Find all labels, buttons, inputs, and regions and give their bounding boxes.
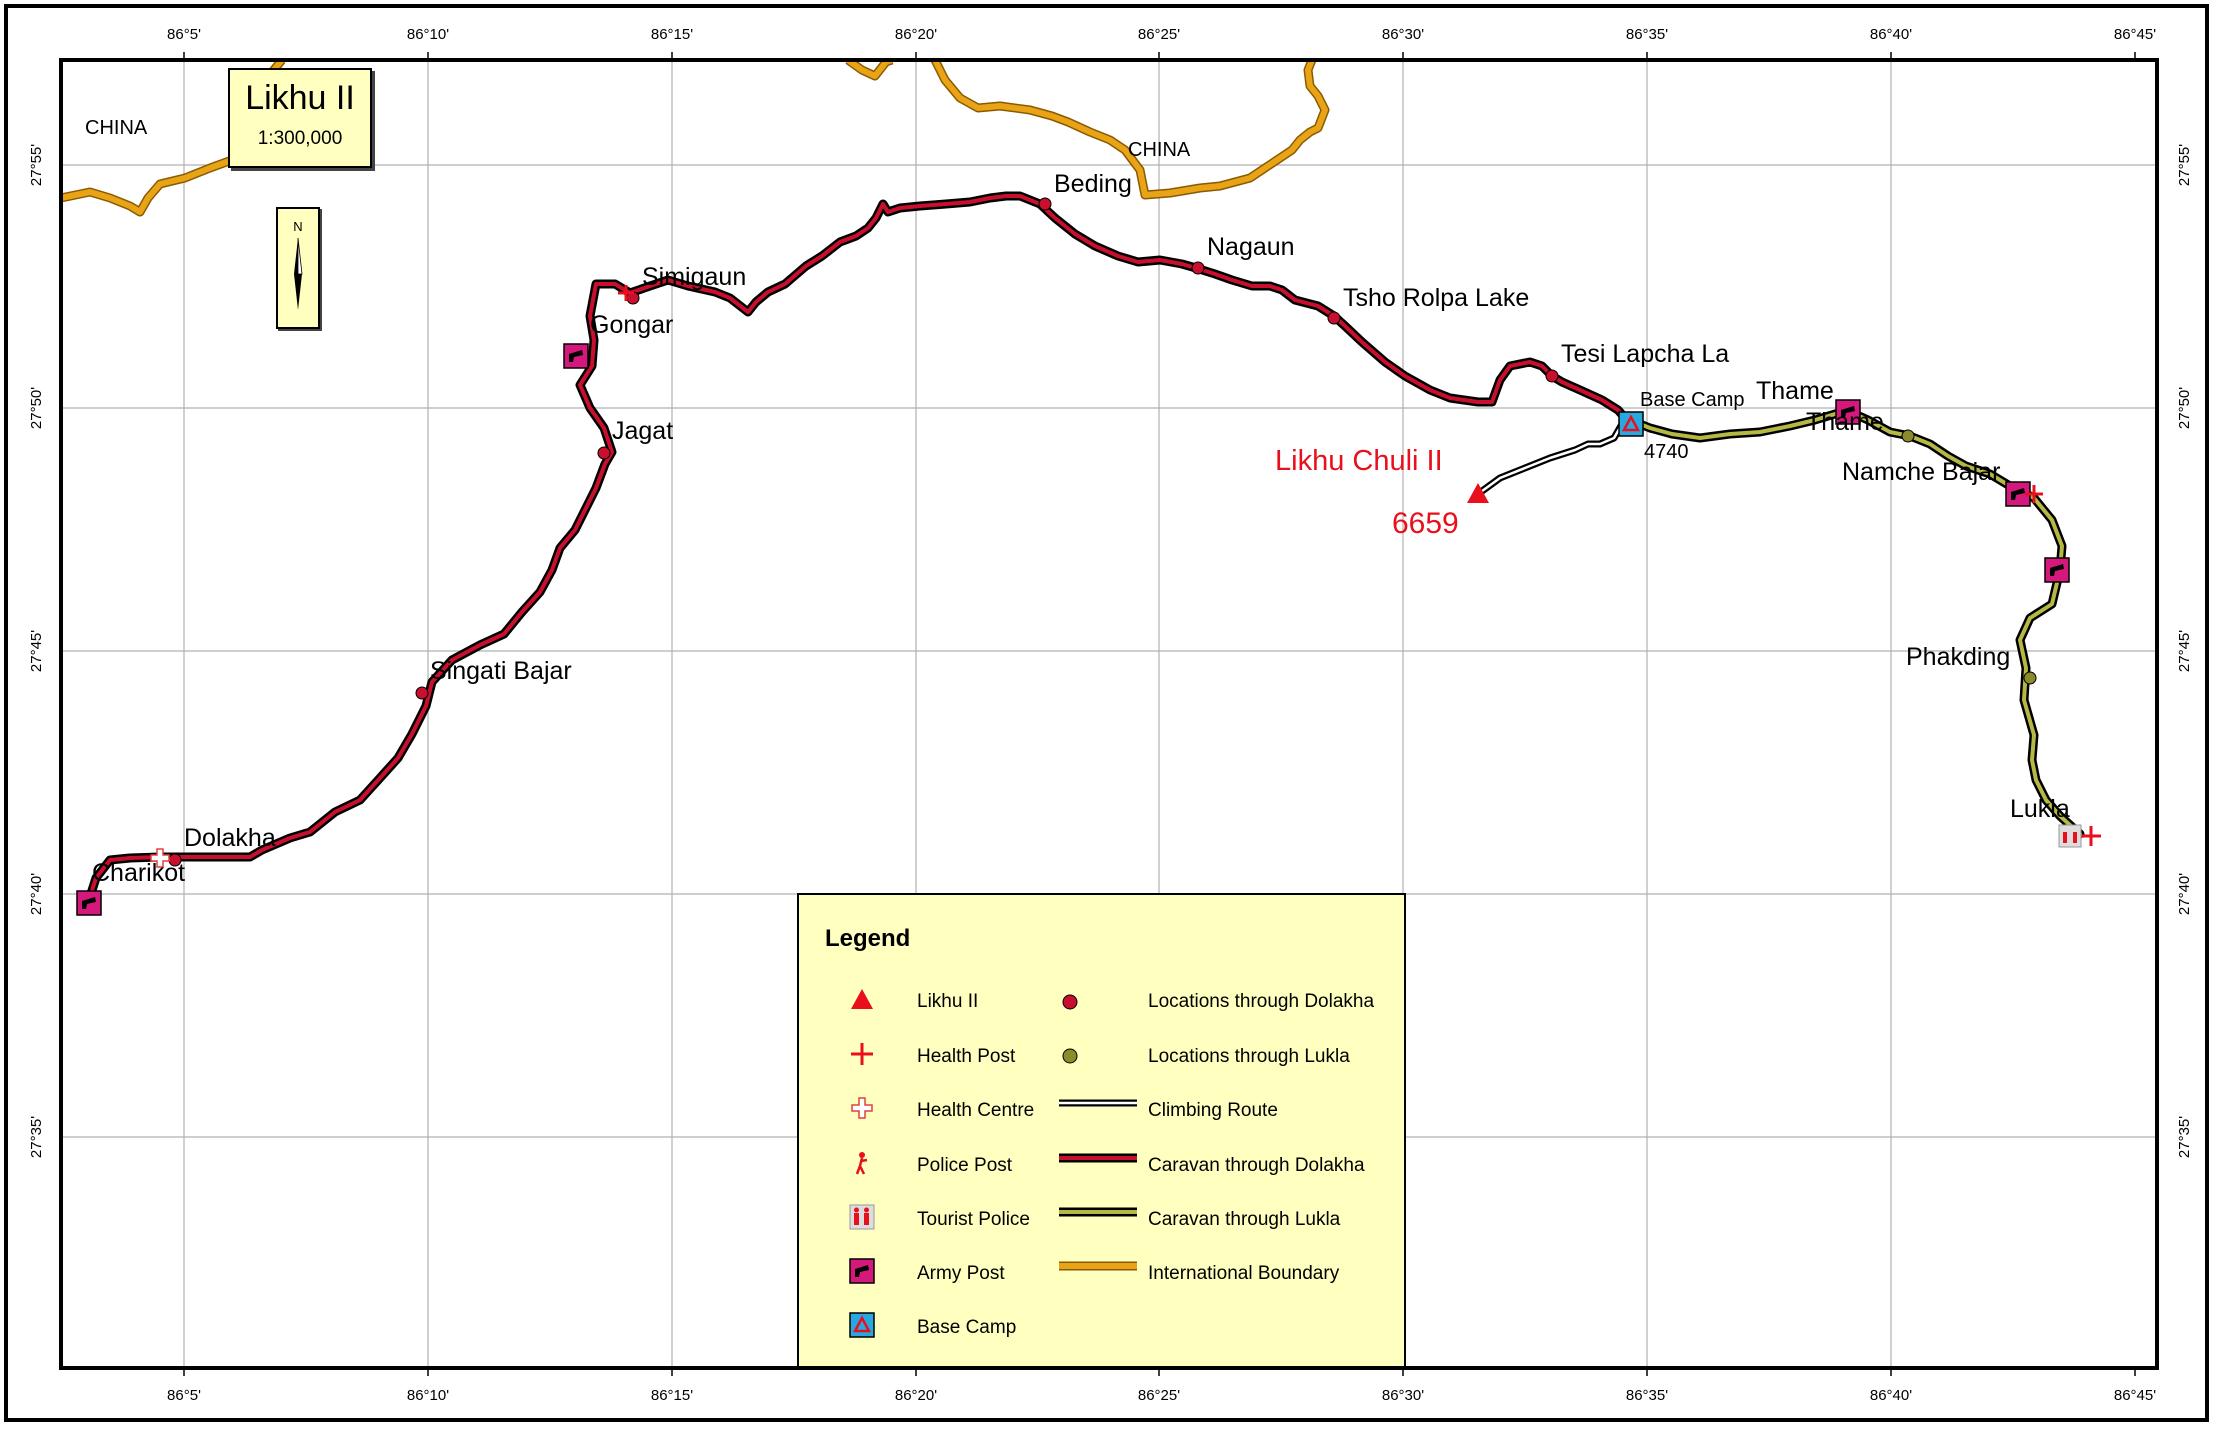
legend-label: International Boundary [1148,1263,1340,1284]
peak-elevation: 6659 [1392,507,1459,540]
place-label: Thame [1756,377,1834,405]
place-label: Jagat [612,417,673,445]
base-camp-icon [849,1312,875,1338]
lon-tick: 86°45' [2114,1387,2156,1404]
lon-tick: 86°30' [1382,1387,1424,1404]
lon-tick: 86°35' [1626,1387,1668,1404]
lon-tick: 86°20' [895,26,937,43]
legend-label: Likhu II [917,991,979,1012]
place-label: Tesi Lapcha La [1561,340,1729,368]
base-camp-elevation: 4740 [1644,441,1689,463]
country-label: CHINA [85,117,148,139]
outline-cross-icon [851,1097,873,1119]
lukla-line-icon [1059,1207,1137,1217]
lon-tick: 86°15' [651,26,693,43]
lon-tick: 86°20' [895,1387,937,1404]
base-camp-label: Base Camp [1640,389,1745,411]
legend-panel: Legend Likhu II Health Post Health Centr… [797,893,1406,1369]
map-title-box: Likhu II 1:300,000 [228,68,372,168]
lon-tick: 86°10' [407,1387,449,1404]
lat-tick: 27°55' [2176,144,2193,186]
place-label: Nagaun [1207,233,1295,261]
place-label: Tsho Rolpa Lake [1343,284,1529,312]
lon-tick: 86°25' [1138,26,1180,43]
lon-tick: 86°35' [1626,26,1668,43]
country-label: CHINA [1128,139,1191,161]
lat-tick: 27°55' [28,144,45,186]
climbing-line-icon [1059,1099,1137,1107]
legend-label: Tourist Police [917,1209,1030,1230]
legend-label: Base Camp [917,1317,1017,1338]
red-dot-icon [1062,994,1078,1010]
place-label: Dolakha [184,824,276,852]
lat-tick: 27°45' [2176,630,2193,672]
police-figure-icon [855,1152,868,1175]
legend-label: Climbing Route [1148,1100,1278,1121]
red-cross-icon [851,1043,873,1065]
lon-tick: 86°15' [651,1387,693,1404]
lat-tick: 27°35' [2176,1116,2193,1158]
map-title: Likhu II [245,79,355,117]
lon-tick: 86°5' [167,1387,201,1404]
place-label: Beding [1054,170,1132,198]
lat-tick: 27°35' [28,1116,45,1158]
latitude-labels-right: 27°55' 27°50' 27°45' 27°40' 27°35' [2176,144,2193,1158]
army-post-icon [563,343,589,369]
lon-tick: 86°10' [407,26,449,43]
place-labels: Charikot Dolakha Singati Bajar Jagat Gon… [92,170,2070,887]
peak-name: Likhu Chuli II [1275,445,1443,477]
army-post-icon [849,1258,875,1284]
place-label: Singati Bajar [430,657,572,685]
longitude-labels-top: 86°5' 86°10' 86°15' 86°20' 86°25' 86°30'… [167,26,2156,43]
place-label: Lukla [2010,795,2070,823]
army-post-icon [76,890,102,916]
legend-label: Health Post [917,1046,1016,1067]
lon-tick: 86°40' [1870,26,1912,43]
lat-tick: 27°50' [28,387,45,429]
place-label: Namche Bajar [1842,458,2000,486]
north-label: N [293,219,303,234]
olive-dot-icon [1062,1048,1078,1064]
legend-label: Police Post [917,1155,1013,1176]
legend-label: Locations through Dolakha [1148,991,1375,1012]
lon-tick: 86°5' [167,26,201,43]
tourist-police-icon [849,1204,875,1230]
health-post-icon [2081,826,2101,846]
legend-label: Caravan through Dolakha [1148,1155,1365,1176]
tourist-police-icon [2058,824,2082,848]
north-arrow-box: N [276,207,320,329]
place-label: Simigaun [642,263,746,291]
climbing-route [1475,422,1626,497]
place-label: Gongar [590,311,673,339]
base-camp-icon [1618,411,1644,437]
lon-tick: 86°25' [1138,1387,1180,1404]
map-scale: 1:300,000 [257,128,343,149]
boundary-line-icon [1059,1261,1137,1271]
legend-title: Legend [825,925,911,952]
lat-tick: 27°45' [28,630,45,672]
north-arrow-icon [294,237,303,310]
lat-tick: 27°50' [2176,387,2193,429]
place-label: Thame [1806,408,1884,436]
lat-tick: 27°40' [28,873,45,915]
legend-label: Caravan through Lukla [1148,1209,1341,1230]
red-triangle-icon [851,989,873,1009]
legend-label: Health Centre [917,1100,1035,1121]
lon-tick: 86°30' [1382,26,1424,43]
place-label: Charikot [92,859,185,887]
longitude-labels-bottom: 86°5' 86°10' 86°15' 86°20' 86°25' 86°30'… [167,1387,2156,1404]
lon-tick: 86°40' [1870,1387,1912,1404]
lat-tick: 27°40' [2176,873,2193,915]
army-post-icon [2044,557,2070,583]
dolakha-line-icon [1059,1153,1137,1163]
legend-label: Army Post [917,1263,1005,1284]
map-outer-frame [4,4,2209,1422]
legend-label: Locations through Lukla [1148,1046,1350,1067]
lon-tick: 86°45' [2114,26,2156,43]
place-label: Phakding [1906,643,2010,671]
latitude-labels-left: 27°55' 27°50' 27°45' 27°40' 27°35' [28,144,45,1158]
